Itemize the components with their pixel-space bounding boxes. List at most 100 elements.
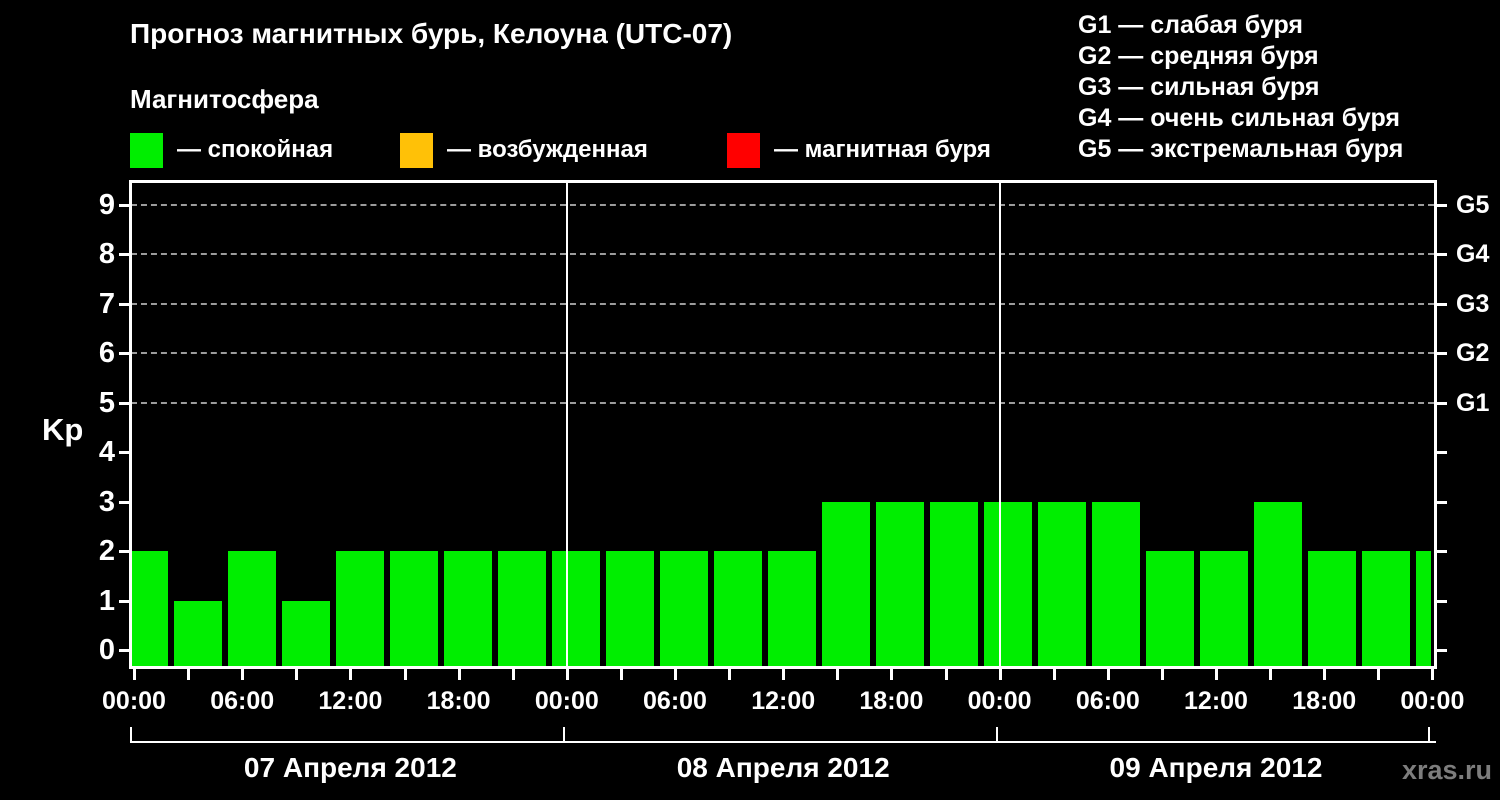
day-label: 07 Апреля 2012 [243,752,457,783]
gridline-kp7 [131,302,1434,305]
kp-bar [821,501,870,666]
kp-bar [173,600,222,666]
kp-bar [1091,501,1140,666]
y-axis-tick-left [119,203,129,207]
y-axis-tick-right [1437,352,1447,355]
day-bracket-tick [129,727,132,741]
time-label: 06:00 [210,687,275,715]
x-axis-tick [836,669,840,680]
storm-scale-g5: G5 — экстремальная буря [1078,135,1404,163]
kp-bar [227,551,276,666]
x-axis-tick [403,669,407,680]
x-axis-tick [1106,669,1110,680]
g-scale-axis-label: G2 [1456,339,1490,367]
kp-bar [443,551,492,666]
x-axis-tick [241,669,245,680]
kp-bar [1037,501,1086,666]
time-label: 06:00 [643,687,707,715]
y-axis-tick-left [119,302,129,306]
legend-item-storm: — магнитная буря [727,132,991,168]
time-label: 00:00 [967,687,1032,715]
y-axis-label: 9 [98,188,115,221]
time-label: 00:00 [1400,687,1465,715]
y-axis-tick-left [119,599,129,603]
g-scale-axis-label: G1 [1456,388,1490,417]
x-axis-tick [133,669,136,680]
x-axis-tick [674,669,677,680]
day-bracket-tick [995,727,998,741]
y-axis-label: 7 [98,287,115,320]
kp-bar [713,551,762,666]
kp-bar [389,551,438,666]
x-axis-tick [187,669,191,680]
gridline-kp8 [131,253,1434,255]
storm-scale-g4: G4 — очень сильная буря [1078,104,1400,132]
kp-bar [1145,551,1194,666]
time-label: 18:00 [1292,687,1357,715]
y-axis-title: Kp [42,412,84,447]
y-axis-tick-left [119,401,129,405]
y-axis-tick-right [1437,203,1447,207]
time-label: 12:00 [751,687,816,715]
x-axis-tick [1052,669,1056,680]
x-axis-tick [1377,669,1381,680]
kp-bar [605,551,654,666]
kp-bar [983,501,1032,666]
kp-bar [551,551,600,666]
day-bracket-line [130,741,1436,743]
y-axis-label: 0 [98,634,115,666]
x-axis-tick [349,669,353,680]
kp-bar [767,551,816,666]
x-axis-tick [998,669,1002,680]
legend-label-quiet: — спокойная [177,136,334,163]
x-axis-tick [619,669,623,680]
y-axis-tick-right [1437,302,1447,306]
x-axis-tick [1431,669,1435,680]
x-axis-tick [295,669,299,680]
g-scale-axis-label: G4 [1456,240,1490,268]
kp-bar [1253,501,1302,666]
y-axis-label: 2 [98,535,115,567]
y-axis-tick-right [1437,649,1447,652]
chart-title: Прогноз магнитных бурь, Келоуна (UTC-07) [130,18,733,49]
kp-bar [1361,551,1410,666]
x-axis-tick [728,669,732,680]
gridline-kp6 [131,352,1434,354]
y-axis-tick-left [119,352,129,355]
gridline-kp9 [131,203,1434,206]
time-label: 06:00 [1075,687,1140,715]
plot-border-left [129,180,132,669]
day-separator-line [565,183,568,666]
storm-scale-legend: G1 — слабая буря G2 — средняя буря G3 — … [1078,10,1403,165]
kp-bar [335,551,384,666]
x-axis-tick [1323,669,1327,680]
storm-scale-g3: G3 — сильная буря [1078,73,1320,101]
legend-label-storm: — магнитная буря [774,136,991,163]
time-label: 12:00 [318,687,383,715]
kp-bar [497,551,546,666]
y-axis-tick-right [1437,500,1447,504]
watermark: xras.ru [1401,755,1492,785]
time-label: 00:00 [102,687,166,715]
y-axis-tick-left [119,500,129,504]
plot-border-right [1434,180,1437,669]
storm-color-swatch-icon [727,132,760,168]
storm-scale-g2: G2 — средняя буря [1078,42,1319,70]
x-axis-tick [457,669,461,680]
x-axis-tick [782,669,786,680]
quiet-color-swatch-icon [130,132,163,168]
plot-border-bottom [129,666,1437,669]
kp-bar [929,501,978,666]
time-label: 18:00 [426,687,491,715]
y-axis-tick-right [1437,253,1447,256]
kp-bar [1415,551,1431,666]
day-bracket-tick [562,727,565,741]
day-bracket-tick [1428,727,1431,741]
x-axis-tick [890,669,894,680]
x-axis-tick [1269,669,1273,680]
y-axis-tick-right [1437,599,1447,603]
day-separator-line [998,183,1001,666]
x-axis-tick [511,669,515,680]
time-label: 00:00 [534,687,599,715]
